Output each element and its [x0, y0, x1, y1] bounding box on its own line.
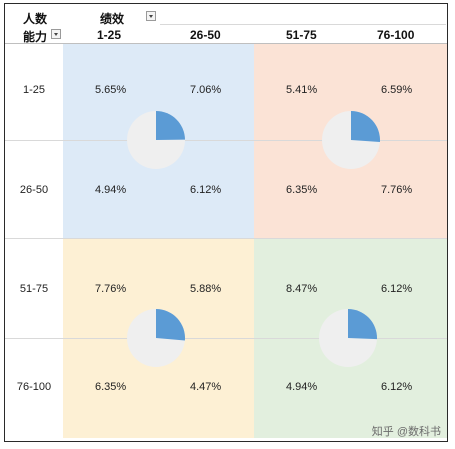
cell-r4-c1: 6.35%: [95, 381, 127, 393]
cell-r4-c4: 6.12%: [381, 381, 413, 393]
cell-r3-c4: 6.12%: [381, 283, 413, 295]
col-header-2: 26-50: [190, 28, 221, 42]
pie-slice: [348, 309, 378, 340]
performance-filter-dropdown[interactable]: [146, 11, 156, 21]
cell-r2-c1: 4.94%: [95, 184, 127, 196]
cell-r1-c1: 5.65%: [95, 84, 127, 96]
ability-filter-dropdown[interactable]: [51, 29, 61, 39]
row-header-2: 26-50: [19, 184, 49, 196]
row-header-1: 1-25: [22, 84, 46, 96]
cell-r2-c2: 6.12%: [190, 184, 222, 196]
cell-r3-c1: 7.76%: [95, 283, 127, 295]
cell-r1-c4: 6.59%: [381, 84, 413, 96]
watermark-text: 知乎 @数科书: [371, 426, 441, 438]
pie-chart-top-right: [322, 111, 381, 169]
cell-r1-c3: 5.41%: [286, 84, 318, 96]
pie-chart-bottom-left: [127, 309, 186, 367]
ability-field-label: 能力: [23, 30, 48, 44]
pie-slice: [351, 111, 381, 143]
pie-slice: [156, 309, 186, 341]
pie-slice: [156, 111, 185, 140]
col-header-1: 1-25: [97, 28, 122, 42]
row-separator-3: [5, 338, 447, 339]
header-top-rule: [160, 24, 446, 25]
col-header-3: 51-75: [286, 28, 317, 42]
cell-r1-c2: 7.06%: [190, 84, 222, 96]
col-header-4: 76-100: [377, 28, 415, 42]
row-separator-2: [5, 238, 447, 239]
cell-r3-c3: 8.47%: [286, 283, 318, 295]
cell-r4-c3: 4.94%: [286, 381, 318, 393]
cell-r4-c2: 4.47%: [190, 381, 222, 393]
header-bottom-rule: [5, 43, 447, 44]
pie-chart-top-left: [127, 111, 185, 169]
cell-r3-c2: 5.88%: [190, 283, 222, 295]
cell-r2-c4: 7.76%: [381, 184, 413, 196]
row-header-4: 76-100: [16, 381, 52, 393]
row-separator-1: [5, 140, 447, 141]
row-header-3: 51-75: [19, 283, 49, 295]
performance-field-label: 绩效: [100, 12, 125, 26]
pie-chart-bottom-right: [319, 309, 378, 367]
cell-r2-c3: 6.35%: [286, 184, 318, 196]
count-field-label: 人数: [23, 12, 48, 26]
